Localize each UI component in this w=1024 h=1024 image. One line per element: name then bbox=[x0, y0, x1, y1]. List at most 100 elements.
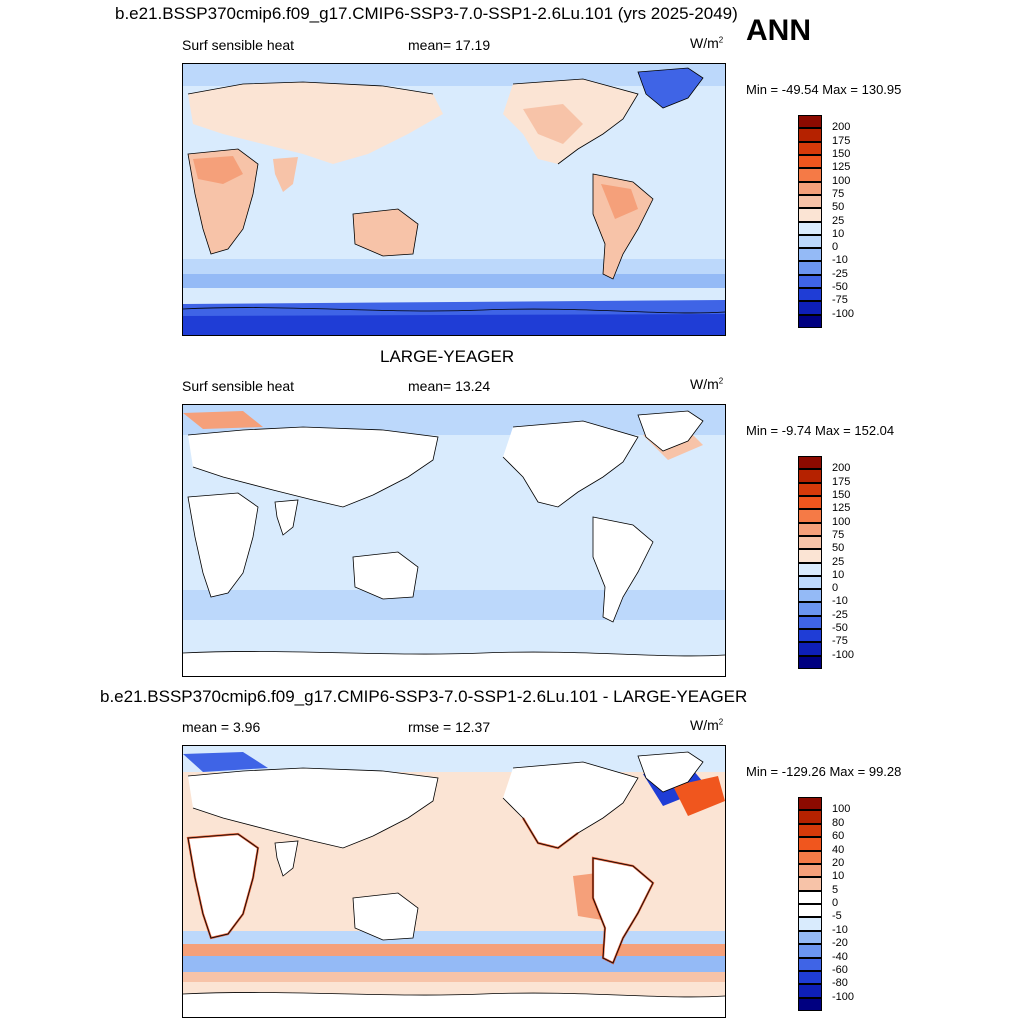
colorbar-label: 0 bbox=[832, 897, 839, 909]
panel2-map bbox=[182, 404, 726, 677]
colorbar-label: 0 bbox=[832, 582, 839, 595]
colorbar-swatch bbox=[798, 154, 822, 169]
colorbar-swatch bbox=[798, 274, 822, 289]
panel3-mean-label: mean = 3.96 bbox=[182, 719, 261, 735]
colorbar-label: 150 bbox=[832, 488, 851, 501]
colorbar-swatch bbox=[798, 904, 822, 918]
colorbar-swatch bbox=[798, 970, 822, 985]
season-label: ANN bbox=[746, 14, 811, 47]
colorbar-label: 5 bbox=[832, 883, 839, 896]
panel2-title: LARGE-YEAGER bbox=[380, 347, 515, 366]
colorbar-label: 25 bbox=[832, 555, 845, 568]
colorbar-swatch bbox=[798, 615, 822, 630]
colorbar-swatch bbox=[798, 944, 822, 958]
colorbar-swatch bbox=[798, 141, 822, 155]
panel3-rmse-label: rmse = 12.37 bbox=[408, 719, 491, 735]
colorbar-swatch bbox=[798, 482, 822, 496]
colorbar-swatch bbox=[798, 562, 822, 576]
panel2-minmax: Min = -9.74 Max = 152.04 bbox=[746, 423, 895, 438]
colorbar-label: 100 bbox=[832, 803, 851, 816]
colorbar-label: 50 bbox=[832, 542, 845, 555]
panel3-map bbox=[182, 745, 726, 1018]
colorbar-label: -10 bbox=[832, 595, 848, 608]
colorbar-label: -75 bbox=[832, 294, 848, 307]
colorbar-label: -100 bbox=[832, 990, 855, 1003]
colorbar-label: 175 bbox=[832, 134, 851, 147]
colorbar-label: 200 bbox=[832, 462, 851, 475]
colorbar-label: -50 bbox=[832, 281, 848, 294]
colorbar-swatch bbox=[798, 314, 822, 328]
colorbar-label: -20 bbox=[832, 937, 848, 950]
colorbar-label: 60 bbox=[832, 830, 845, 843]
colorbar-swatch bbox=[798, 128, 822, 142]
colorbar-label: -25 bbox=[832, 608, 848, 621]
panel1-map bbox=[182, 63, 726, 336]
colorbar-swatch bbox=[798, 456, 822, 470]
colorbar-swatch bbox=[798, 261, 822, 275]
colorbar-swatch bbox=[798, 234, 822, 249]
panel3-minmax: Min = -129.26 Max = 99.28 bbox=[746, 764, 902, 779]
colorbar-label: 75 bbox=[832, 187, 845, 200]
colorbar-label: 50 bbox=[832, 201, 845, 214]
colorbar-label: -100 bbox=[832, 648, 855, 661]
colorbar-label: 80 bbox=[832, 816, 845, 829]
panel1-variable-label: Surf sensible heat bbox=[182, 37, 295, 53]
panel2-units: W/m2 bbox=[690, 376, 724, 392]
colorbar-swatch bbox=[798, 837, 822, 851]
colorbar-swatch bbox=[798, 495, 822, 510]
colorbar-label: 10 bbox=[832, 870, 845, 883]
panel3-colorbar: 100 80 60 40 20 10 5 0 -5 -10 -20 -40 -60 -80 -100 bbox=[798, 797, 854, 1011]
colorbar-swatch bbox=[798, 549, 822, 563]
colorbar-label: 75 bbox=[832, 528, 845, 541]
colorbar-label: 40 bbox=[832, 843, 845, 856]
panel1-mean-label: mean= 17.19 bbox=[408, 37, 491, 53]
colorbar-label: 0 bbox=[832, 241, 839, 254]
colorbar-swatch bbox=[798, 208, 822, 222]
colorbar-swatch bbox=[798, 509, 822, 523]
colorbar-swatch bbox=[798, 535, 822, 550]
colorbar-label: 125 bbox=[832, 502, 851, 515]
colorbar-swatch bbox=[798, 629, 822, 643]
colorbar-label: -75 bbox=[832, 635, 848, 648]
panel1-units: W/m2 bbox=[690, 35, 724, 51]
colorbar-swatch bbox=[798, 248, 822, 262]
colorbar-swatch bbox=[798, 890, 822, 904]
colorbar-label: 25 bbox=[832, 214, 845, 227]
panel2-mean-label: mean= 13.24 bbox=[408, 378, 491, 394]
colorbar-label: 200 bbox=[832, 121, 851, 134]
colorbar-label: -50 bbox=[832, 622, 848, 635]
colorbar-swatch bbox=[798, 917, 822, 931]
colorbar-label: 100 bbox=[832, 174, 851, 187]
colorbar-label: 10 bbox=[832, 568, 845, 581]
panel3-units: W/m2 bbox=[690, 717, 724, 733]
colorbar-label: 125 bbox=[832, 161, 851, 174]
colorbar-label: 175 bbox=[832, 475, 851, 488]
colorbar-label: -60 bbox=[832, 963, 848, 976]
colorbar-swatch bbox=[798, 301, 822, 315]
panel1-minmax: Min = -49.54 Max = 130.95 bbox=[746, 82, 902, 97]
colorbar-swatch bbox=[798, 930, 822, 945]
colorbar-swatch bbox=[798, 602, 822, 616]
colorbar-swatch bbox=[798, 797, 822, 811]
colorbar-swatch bbox=[798, 288, 822, 302]
panel1-colorbar: 200 175 150 125 100 75 50 25 10 0 -10 -25 -50 -75 -100 bbox=[798, 115, 854, 328]
colorbar-swatch bbox=[798, 168, 822, 182]
colorbar-swatch bbox=[798, 655, 822, 669]
colorbar-swatch bbox=[798, 194, 822, 209]
colorbar-label: 150 bbox=[832, 147, 851, 160]
panel3-title: b.e21.BSSP370cmip6.f09_g17.CMIP6-SSP3-7.… bbox=[100, 687, 748, 706]
colorbar-swatch bbox=[798, 997, 822, 1011]
colorbar-label: -40 bbox=[832, 950, 848, 963]
panel2-variable-label: Surf sensible heat bbox=[182, 378, 295, 394]
colorbar-label: -10 bbox=[832, 923, 848, 936]
colorbar-label: 100 bbox=[832, 515, 851, 528]
colorbar-label: -100 bbox=[832, 307, 855, 320]
colorbar-swatch bbox=[798, 575, 822, 590]
colorbar-label: -25 bbox=[832, 267, 848, 280]
colorbar-label: -5 bbox=[832, 910, 842, 923]
colorbar-swatch bbox=[798, 863, 822, 878]
colorbar-swatch bbox=[798, 642, 822, 656]
colorbar-swatch bbox=[798, 810, 822, 824]
colorbar-label: 10 bbox=[832, 227, 845, 240]
colorbar-swatch bbox=[798, 984, 822, 998]
